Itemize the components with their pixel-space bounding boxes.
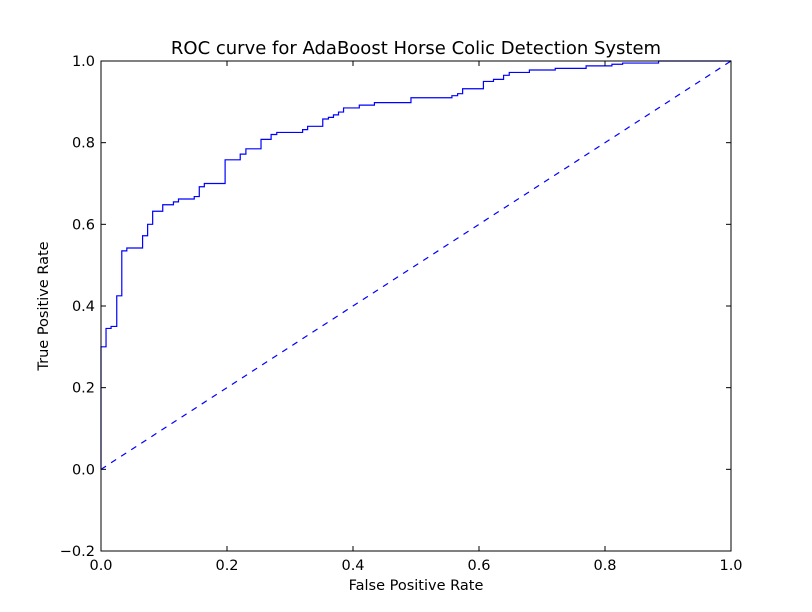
x-tick-label: 0.0 [89,558,112,574]
y-tick-label: 0.6 [72,217,95,233]
y-tick-label: 0.0 [72,462,95,478]
y-tick-label: 1.0 [72,54,95,70]
y-axis-ticks: −0.2 0.0 0.2 0.4 0.6 0.8 1.0 [60,54,731,560]
y-axis-label: True Positive Rate [36,241,52,371]
x-tick-label: 1.0 [719,558,742,574]
x-tick-label: 0.4 [341,558,364,574]
x-tick-label: 0.6 [467,558,490,574]
x-axis-ticks: 0.0 0.2 0.4 0.6 0.8 1.0 [89,61,743,574]
x-tick-label: 0.8 [593,558,616,574]
y-tick-label: 0.4 [72,299,95,315]
plot-frame [100,60,732,552]
roc-curve-line [100,60,731,470]
y-tick-label: 0.8 [72,136,95,152]
chart-title: ROC curve for AdaBoost Horse Colic Detec… [171,38,661,59]
y-tick-label: 0.2 [72,381,95,397]
x-tick-label: 0.2 [215,558,238,574]
x-axis-label: False Positive Rate [349,578,484,594]
y-tick-label: −0.2 [60,544,95,560]
baseline-diagonal-line [100,60,732,470]
series-layer [100,60,732,470]
